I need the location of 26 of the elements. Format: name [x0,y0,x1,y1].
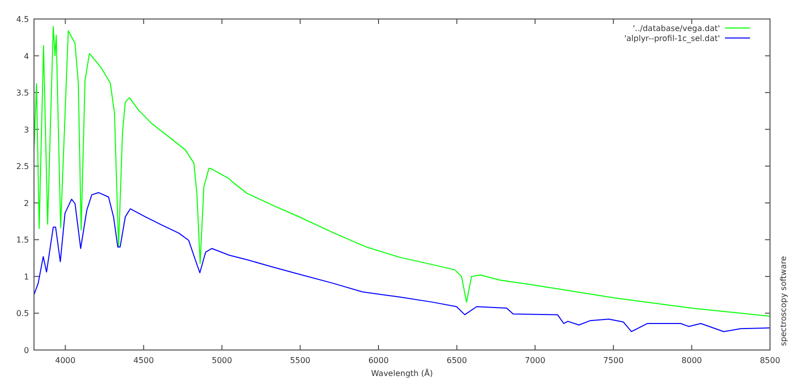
y-tick-label: 0 [24,346,29,355]
x-tick-label: 7000 [524,356,546,365]
x-tick-label: 6500 [446,356,467,365]
legend-label: 'alplyr--profil-1c_sel.dat' [624,34,720,43]
y-tick-label: 0.5 [16,309,29,318]
x-axis-title: Wavelength (Å) [371,368,433,378]
line-series [34,192,770,332]
y-tick-label: 4 [24,52,29,61]
y-tick-label: 2 [24,198,29,208]
x-tick-label: 5000 [212,356,232,365]
text: spectroscopy software [779,256,788,346]
x-tick-label: 6000 [368,356,389,365]
y-tick-label: 3 [24,125,29,134]
y-tick-label: 1 [24,272,29,282]
x-tick-label: 4500 [133,356,154,365]
line-series [34,26,770,317]
x-tick-label: 5500 [290,356,310,365]
x-tick-label: 7500 [603,356,624,365]
x-tick-label: 8000 [682,356,702,365]
y-tick-label: 1.5 [16,236,29,245]
y-tick-label: 2.5 [16,162,29,172]
y-tick-label: 3.5 [16,88,29,98]
y-tick-label: 4.5 [16,15,29,24]
legend-label: '../database/vega.dat' [632,24,720,33]
x-tick-label: 8500 [760,356,780,365]
x-tick-label: 4000 [55,356,76,365]
